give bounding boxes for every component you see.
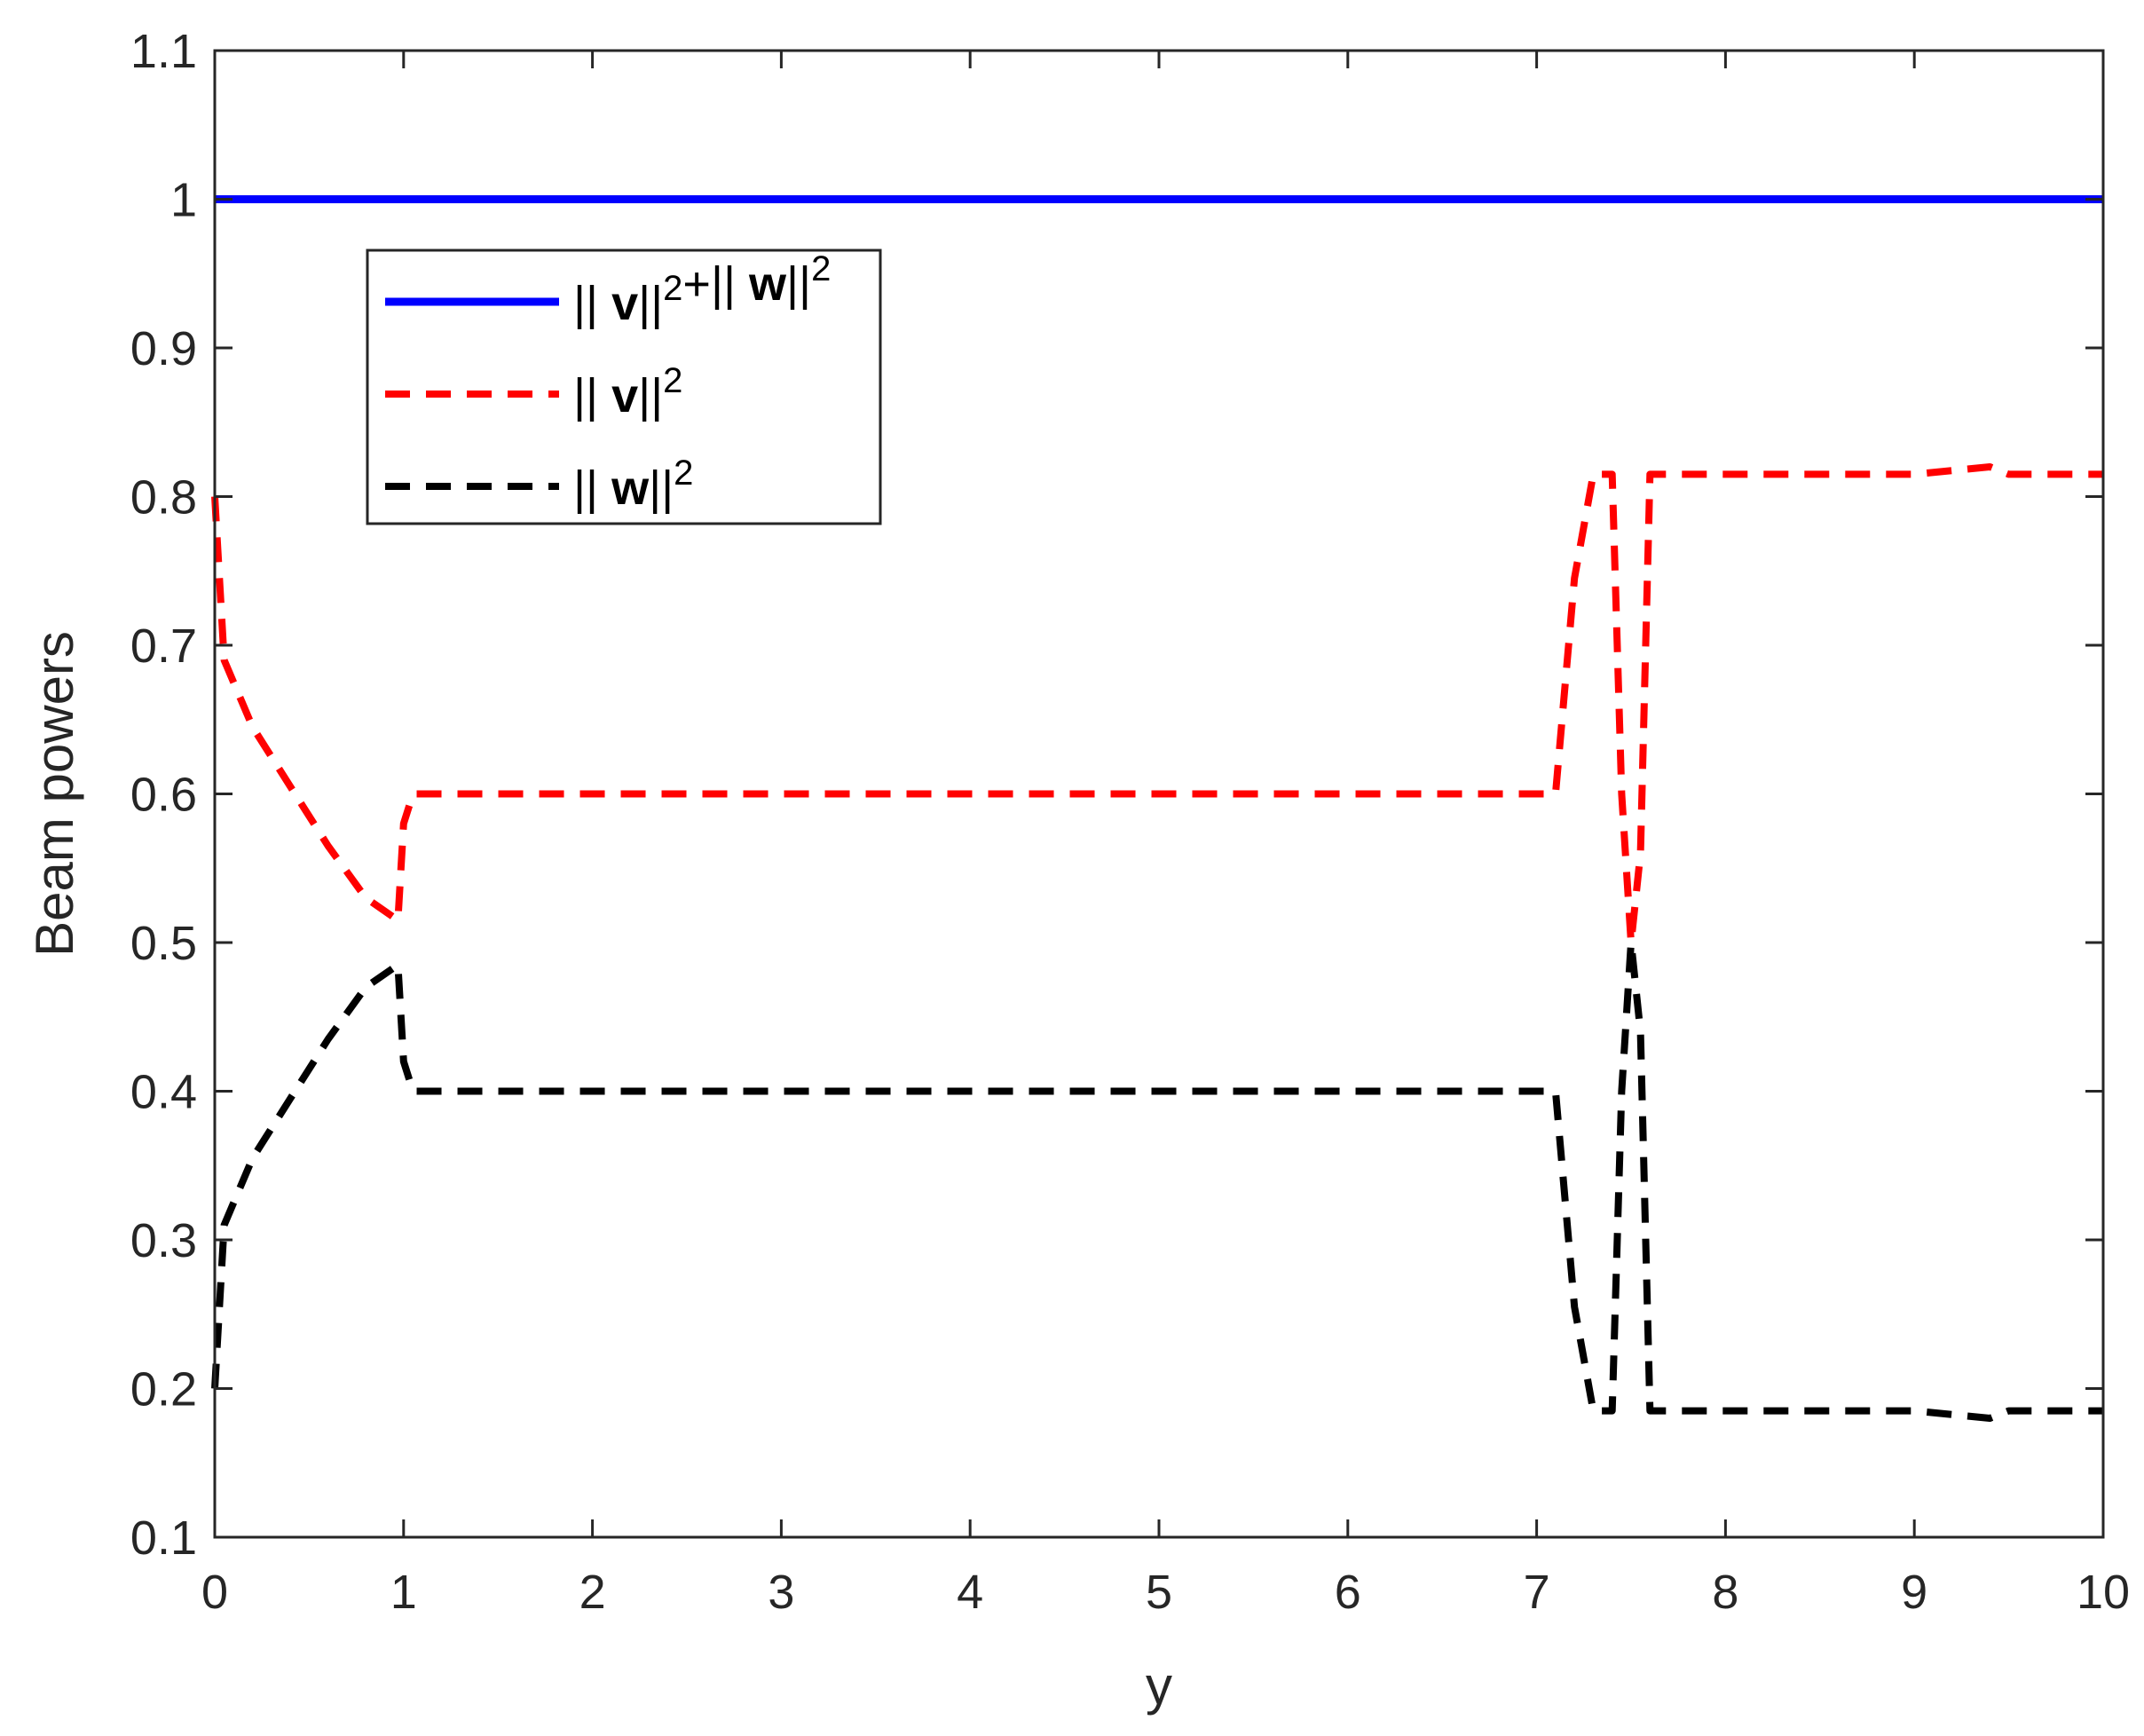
x-tick-label: 1 [390, 1566, 417, 1619]
axis-ticks [213, 49, 2105, 1539]
x-tick-label: 6 [1335, 1566, 1361, 1619]
y-tick-label: 0.1 [130, 1511, 197, 1565]
legend: || v||2+|| w||2 || v||2 || w||2 [366, 249, 882, 525]
x-tick-label: 3 [768, 1566, 794, 1619]
y-tick-label: 0.6 [130, 769, 197, 822]
series-line-2 [211, 939, 2103, 1422]
y-tick-label: 0.7 [130, 619, 197, 673]
series-line-1 [211, 463, 2103, 946]
y-tick-label: 0.8 [130, 471, 197, 525]
x-tick-label: 9 [1901, 1566, 1927, 1619]
tick-labels: 0 1 2 3 4 5 6 7 8 9 10 0.1 0.2 0.3 0.4 0.5 0.6 0.7 0.8 0.9 1… [130, 25, 2130, 1619]
y-tick-label: 0.9 [130, 322, 197, 375]
x-tick-label: 0 [201, 1566, 228, 1619]
y-tick-label: 0.5 [130, 917, 197, 970]
x-axis-label: y [1146, 1656, 1172, 1716]
x-tick-label: 10 [2077, 1566, 2130, 1619]
x-tick-label: 5 [1146, 1566, 1172, 1619]
x-tick-label: 7 [1524, 1566, 1550, 1619]
y-tick-label: 1 [170, 174, 197, 227]
legend-label-0: || v||2+|| w||2 [573, 249, 831, 330]
x-tick-label: 2 [579, 1566, 606, 1619]
y-axis-label: Beam powers [25, 631, 84, 957]
x-tick-label: 4 [957, 1566, 983, 1619]
legend-label-2: || w||2 [573, 454, 693, 515]
x-tick-label: 8 [1712, 1566, 1738, 1619]
y-tick-label: 0.4 [130, 1066, 197, 1119]
y-tick-label: 0.3 [130, 1214, 197, 1267]
y-tick-label: 0.2 [130, 1363, 197, 1416]
legend-label-1: || v||2 [573, 361, 682, 422]
y-tick-label: 1.1 [130, 25, 197, 78]
legend-box [366, 249, 882, 525]
plot-lines [211, 195, 2103, 1422]
